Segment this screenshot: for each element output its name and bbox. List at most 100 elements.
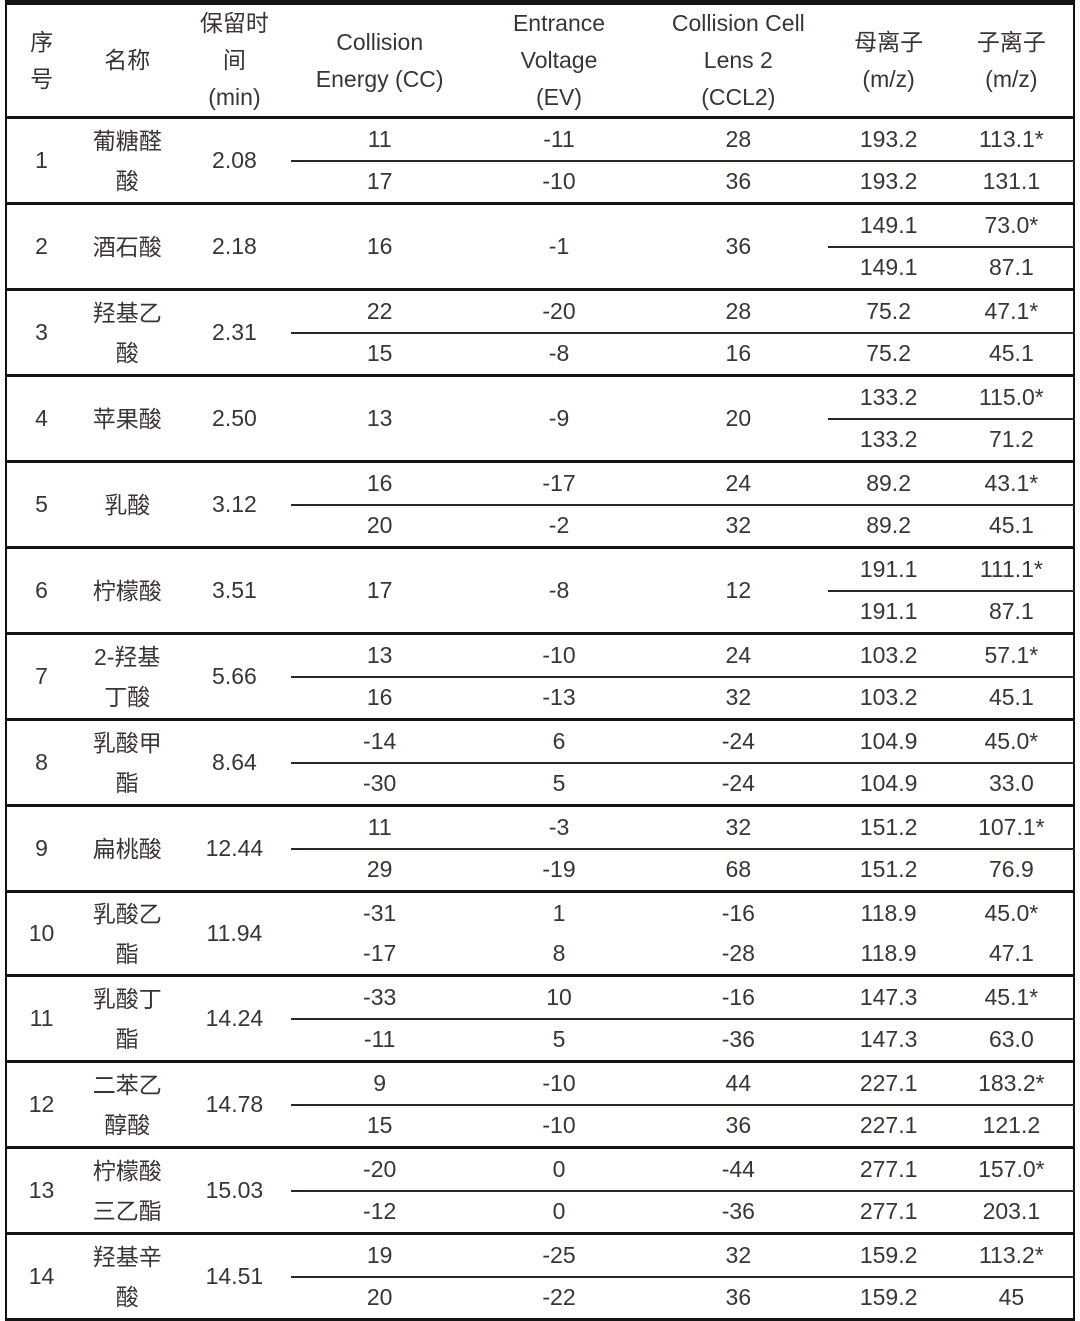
cell-daughter-ion: 71.2 (988, 426, 1034, 453)
header-entrance-voltage: Entrance Voltage (EV) (468, 2, 650, 119)
cell-daughter-ion: 45.1* (949, 974, 1074, 1020)
cell-collision-energy: 15 (366, 1112, 393, 1139)
header-retention-time: 保留时 间 (min) (178, 2, 291, 119)
table-row: 6 柠檬酸 3.51 17 -8 12 191.1 111.1* (6, 546, 1074, 634)
cell-name: 乳酸乙 酯 (76, 890, 179, 976)
cell-daughter-ion: 121.2 (982, 1112, 1041, 1139)
cell-entrance-voltage: -3 (468, 804, 650, 850)
table-subrow: 149.1 87.1 (6, 247, 1074, 290)
cell-entrance-voltage: -25 (468, 1232, 650, 1278)
cell-entrance-voltage: -13 (542, 684, 576, 711)
cell-collision-cell-lens: 32 (649, 804, 828, 850)
cell-parent-ion: 147.3 (827, 974, 950, 1020)
cell-no: 13 (6, 1146, 77, 1234)
cell-daughter-ion: 87.1 (988, 598, 1034, 625)
cell-entrance-voltage: 5 (552, 770, 566, 797)
cell-parent-ion: 191.1 (827, 546, 950, 592)
cell-daughter-ion: 45.1 (988, 684, 1034, 711)
cell-daughter-ion: 203.1 (982, 1198, 1041, 1225)
cell-entrance-voltage: -2 (548, 512, 570, 539)
cell-retention-time: 2.31 (178, 288, 291, 376)
cell-name: 葡糖醛 酸 (92, 127, 162, 194)
cell-collision-cell-lens: -28 (721, 940, 755, 967)
cell-no: 12 (6, 1060, 77, 1148)
cell-collision-cell-lens: 36 (649, 202, 828, 290)
cell-collision-cell-lens: -36 (721, 1026, 755, 1053)
cell-name: 二苯乙 醇酸 (76, 1060, 179, 1148)
cell-name: 柠檬酸 三乙酯 (76, 1146, 179, 1234)
cell-entrance-voltage: 10 (468, 974, 650, 1020)
cell-no: 7 (6, 632, 77, 720)
cell-retention-time: 8.64 (178, 718, 291, 806)
cell-daughter-ion: 131.1 (982, 168, 1041, 195)
table-row: 3 羟基乙 酸 2.31 22 -20 28 75.2 47.1* (6, 288, 1074, 376)
cell-daughter-ion: 113.1* (949, 117, 1074, 162)
cell-no: 14 (6, 1232, 77, 1320)
cell-daughter-ion: 45 (998, 1284, 1025, 1311)
cell-parent-ion: 191.1 (859, 598, 918, 625)
cell-collision-cell-lens: 32 (725, 684, 752, 711)
cell-collision-cell-lens: 36 (725, 1284, 752, 1311)
cell-entrance-voltage: -20 (468, 288, 650, 334)
cell-retention-time: 3.51 (178, 546, 291, 634)
header-no: 序 号 (6, 2, 77, 119)
table-subrow: 17 -10 36 193.2 131.1 (6, 161, 1074, 204)
cell-parent-ion: 103.2 (859, 684, 918, 711)
cell-collision-energy: 29 (366, 856, 393, 883)
cell-parent-ion: 133.2 (827, 374, 950, 420)
cell-entrance-voltage: -10 (468, 632, 650, 678)
cell-parent-ion: 227.1 (859, 1112, 918, 1139)
cell-entrance-voltage: -1 (468, 202, 650, 290)
cell-collision-cell-lens: -44 (649, 1146, 828, 1192)
cell-entrance-voltage: -10 (542, 1112, 576, 1139)
cell-name: 羟基辛 酸 (76, 1232, 179, 1320)
table-subrow: -12 0 -36 277.1 203.1 (6, 1191, 1074, 1234)
cell-parent-ion: 227.1 (827, 1060, 950, 1106)
cell-collision-energy: 19 (290, 1232, 469, 1278)
cell-collision-cell-lens: 36 (725, 168, 752, 195)
table-row: 2 酒石酸 2.18 16 -1 36 149.1 73.0* (6, 202, 1074, 290)
cell-name: 柠檬酸 (76, 546, 179, 634)
cell-collision-cell-lens: -16 (649, 890, 828, 934)
table-row: 12 二苯乙 醇酸 14.78 9 -10 44 227.1 183.2* (6, 1060, 1074, 1148)
cell-collision-energy: 20 (366, 512, 393, 539)
cell-no: 11 (6, 974, 77, 1062)
cell-no: 1 (35, 147, 48, 173)
header-parent-ion: 母离子 (m/z) (827, 2, 950, 119)
cell-retention-time: 14.24 (178, 974, 291, 1062)
cell-collision-energy: -12 (363, 1198, 397, 1225)
cell-daughter-ion: 47.1* (949, 288, 1074, 334)
cell-entrance-voltage: 5 (552, 1026, 566, 1053)
cell-collision-cell-lens: 28 (649, 288, 828, 334)
cell-no: 5 (6, 460, 77, 548)
cell-collision-cell-lens: 24 (649, 632, 828, 678)
cell-name: 乳酸甲 酯 (76, 718, 179, 806)
cell-collision-energy: 11 (290, 117, 469, 162)
header-daughter-ion: 子离子 (m/z) (949, 2, 1074, 119)
cell-name: 扁桃酸 (76, 804, 179, 892)
cell-parent-ion: 277.1 (827, 1146, 950, 1192)
cell-collision-cell-lens: 24 (649, 460, 828, 506)
header-row: 序 号 名称 保留时 间 (min) Collision Energy (CC)… (6, 2, 1074, 119)
table-subrow: -11 5 -36 147.3 63.0 (6, 1019, 1074, 1062)
table-row: 10 乳酸乙 酯 11.94 -31 1 -16 118.9 45.0* (6, 890, 1074, 976)
cell-daughter-ion: 47.1 (988, 940, 1034, 967)
cell-parent-ion: 151.2 (827, 804, 950, 850)
table-row: 13 柠檬酸 三乙酯 15.03 -20 0 -44 277.1 157.0* (6, 1146, 1074, 1234)
cell-entrance-voltage: -10 (542, 168, 576, 195)
cell-no: 9 (6, 804, 77, 892)
table-subrow: -30 5 -24 104.9 33.0 (6, 763, 1074, 806)
cell-collision-energy: 17 (290, 546, 469, 634)
cell-parent-ion: 149.1 (827, 202, 950, 248)
cell-parent-ion: 277.1 (859, 1198, 918, 1225)
cell-parent-ion: 151.2 (859, 856, 918, 883)
cell-collision-cell-lens: 12 (649, 546, 828, 634)
cell-entrance-voltage: -11 (468, 117, 650, 162)
header-collision-cell-lens: Collision Cell Lens 2 (CCL2) (649, 2, 828, 119)
cell-collision-cell-lens: 44 (649, 1060, 828, 1106)
cell-collision-energy: -11 (363, 1026, 396, 1053)
table-row: 11 乳酸丁 酯 14.24 -33 10 -16 147.3 45.1* (6, 974, 1074, 1062)
cell-daughter-ion: 57.1* (949, 632, 1074, 678)
cell-parent-ion: 104.9 (859, 770, 918, 797)
